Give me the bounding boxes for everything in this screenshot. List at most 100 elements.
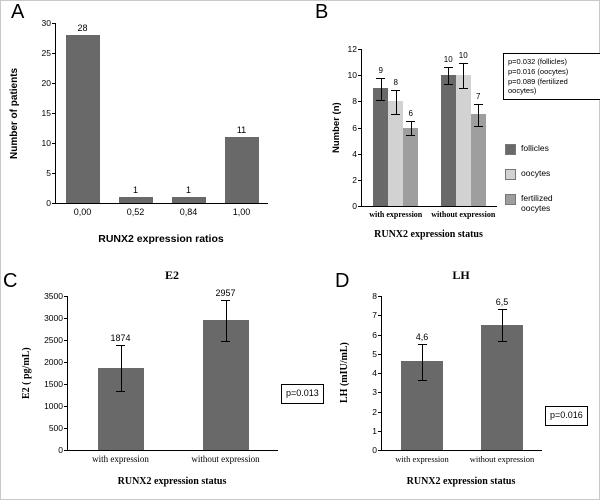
y-tick-mark xyxy=(378,334,382,336)
bar-value-label: 8 xyxy=(393,77,398,87)
panel-d-y-axis-title: LH (mIU/mL) xyxy=(339,342,350,404)
pvalue-line-oocytes: p=0.016 (oocytes) xyxy=(508,66,569,76)
error-bar xyxy=(221,300,230,342)
x-tick-label: with expression xyxy=(395,454,449,464)
error-bar xyxy=(497,309,507,343)
x-tick-label: without expression xyxy=(469,454,535,464)
y-tick-mark xyxy=(64,428,68,429)
y-tick-label: 20 xyxy=(41,77,51,88)
bar xyxy=(171,197,206,203)
y-tick-label: 0 xyxy=(46,197,51,208)
y-tick-mark xyxy=(378,315,382,317)
bar-value-label: 4,6 xyxy=(415,332,429,343)
y-tick-mark xyxy=(358,101,362,103)
legend-label-fertilized-oocytes: fertilized oocytes xyxy=(521,193,553,214)
y-tick-mark xyxy=(378,353,382,355)
panel-a-x-axis-title: RUNX2 expression ratios xyxy=(98,233,224,245)
x-tick-label: 0,52 xyxy=(126,207,145,217)
bar-value-label: 10 xyxy=(443,55,453,65)
panel-a-y-axis-title: Number of patients xyxy=(9,67,20,159)
error-bar xyxy=(443,67,453,85)
y-tick-label: 12 xyxy=(347,43,357,54)
y-tick-label: 6 xyxy=(372,329,377,340)
pvalue-line-follicles: p=0.032 (follicles) xyxy=(508,57,567,66)
y-tick-mark xyxy=(52,113,56,114)
pvalue-line-fertilized-oocytes: p=0.089 (fertilized oocytes) xyxy=(508,76,568,96)
bar xyxy=(388,101,404,206)
y-tick-label: 5 xyxy=(46,167,51,178)
y-tick-label: 3000 xyxy=(44,312,63,323)
bar xyxy=(481,324,523,450)
y-tick-label: 4 xyxy=(372,367,377,378)
y-tick-label: 1500 xyxy=(44,378,63,389)
panel-c-y-axis-title: E2 ( pg/mL) xyxy=(21,347,32,399)
bar-value-label: 10 xyxy=(458,51,468,61)
bar-value-label: 7 xyxy=(476,91,481,101)
y-tick-mark xyxy=(64,318,68,319)
y-tick-label: 10 xyxy=(41,137,51,148)
y-tick-mark xyxy=(52,53,56,54)
x-tick-label: without expression xyxy=(431,210,496,219)
y-tick-label: 8 xyxy=(372,290,377,301)
y-tick-mark xyxy=(64,406,68,407)
y-tick-mark xyxy=(64,296,68,297)
bar-value-label: 9 xyxy=(378,65,383,75)
legend-swatch-fertilized-oocytes xyxy=(505,194,516,205)
y-tick-label: 5 xyxy=(372,348,377,359)
panel-d-lh-chart: D LH LH (mIU/mL) 0 1 2 3 4 5 6 7 8 with expressio… xyxy=(331,266,600,501)
x-tick-label: with expression xyxy=(369,210,423,219)
bar-value-label: 11 xyxy=(236,125,247,135)
panel-d-title: LH xyxy=(452,268,470,282)
y-tick-mark xyxy=(358,75,362,77)
y-tick-mark xyxy=(378,430,382,432)
y-tick-label: 4 xyxy=(352,148,357,159)
y-tick-mark xyxy=(358,206,362,207)
y-tick-mark xyxy=(358,179,362,181)
bar xyxy=(470,114,486,206)
panel-letter-b: B xyxy=(315,1,329,23)
y-tick-label: 15 xyxy=(41,107,51,118)
bar-value-label: 1874 xyxy=(110,332,131,343)
legend-label-follicles: follicles xyxy=(521,143,549,153)
y-tick-mark xyxy=(52,143,56,144)
y-tick-label: 2500 xyxy=(44,334,63,345)
x-tick-label: 0,84 xyxy=(179,207,198,217)
y-tick-label: 2 xyxy=(352,174,357,185)
panel-b-legend: follicles oocytes fertilized oocytes xyxy=(505,143,597,213)
error-bar xyxy=(116,344,125,393)
y-tick-mark xyxy=(358,49,362,50)
panel-d-x-axis-title: RUNX2 expression status xyxy=(406,476,516,487)
panel-b-counts-chart: B Number (n) 0 2 4 6 8 10 12 with expression 9 8 6… xyxy=(301,1,600,266)
y-tick-label: 2 xyxy=(372,406,377,417)
panel-letter-d: D xyxy=(335,270,350,292)
bar xyxy=(455,75,471,206)
panel-letter-a: A xyxy=(11,1,25,23)
bar-value-label: 1 xyxy=(132,185,139,195)
y-tick-mark xyxy=(52,83,56,84)
y-tick-label: 500 xyxy=(48,422,63,433)
y-tick-label: 2000 xyxy=(44,356,63,367)
panel-b-pvalue-box: p=0.032 (follicles) p=0.016 (oocytes) p=… xyxy=(503,53,600,100)
y-tick-label: 3500 xyxy=(44,290,63,301)
panel-c-plot-area: 0 500 1000 1500 2000 2500 3000 3500 with express… xyxy=(44,289,278,464)
y-tick-label: 0 xyxy=(58,444,63,455)
bar-value-label: 6,5 xyxy=(495,297,509,308)
panel-c-pvalue-box: p=0.013 xyxy=(281,384,324,404)
bar-value-label: 1 xyxy=(185,185,192,195)
y-tick-label: 1000 xyxy=(44,400,63,411)
panel-a-patients-chart: A Number of patients 0 5 10 15 20 25 30 0,00 28 0… xyxy=(1,1,301,266)
bar xyxy=(65,35,100,203)
x-tick-label: without expression xyxy=(191,454,260,464)
bar-value-label: 28 xyxy=(77,23,88,33)
y-tick-mark xyxy=(378,373,382,374)
legend-swatch-follicles xyxy=(505,144,516,155)
panel-b-x-axis-title: RUNX2 expression status xyxy=(374,229,483,240)
y-tick-mark xyxy=(378,296,382,297)
y-tick-label: 7 xyxy=(372,310,377,320)
y-tick-label: 25 xyxy=(41,47,51,58)
error-bar xyxy=(417,344,427,381)
error-bar xyxy=(458,63,468,89)
panel-a-plot-area: 0 5 10 15 20 25 30 0,00 28 0,52 1 0,84 1 1,00 11 xyxy=(42,19,268,217)
bar xyxy=(440,75,456,206)
